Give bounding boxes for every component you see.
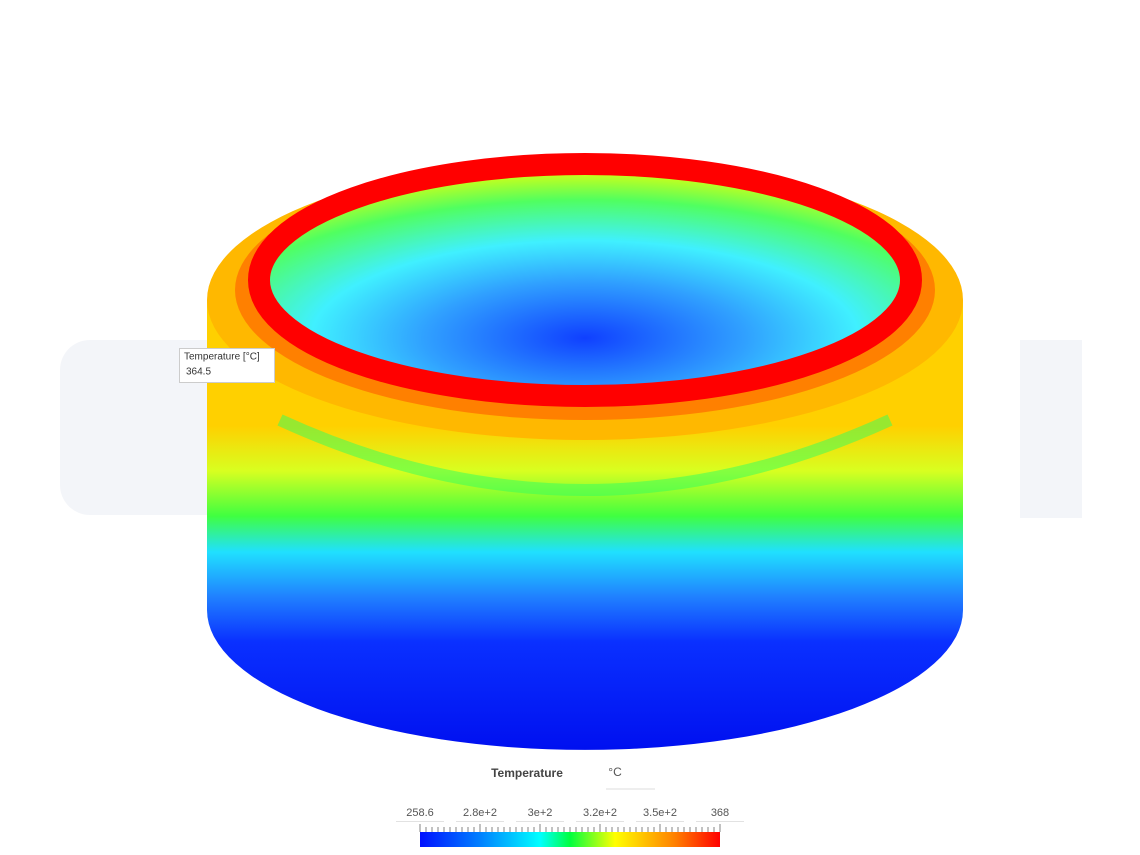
colorbar-tick-label: 3.5e+2 [643, 807, 677, 819]
unit-selector[interactable]: °C [606, 765, 655, 790]
colorbar-tick-label: 368 [711, 807, 729, 819]
probe-tooltip: Temperature [°C] 364.5 [179, 348, 275, 383]
probe-label: Temperature [°C] [184, 352, 260, 363]
probe-value: 364.5 [186, 367, 211, 378]
colorbar-tick-label: 3e+2 [528, 807, 553, 819]
legend-title: Temperature [491, 766, 563, 780]
colorbar [420, 832, 720, 847]
model [207, 153, 963, 750]
colorbar-tick-label: 258.6 [406, 807, 434, 819]
watermark [60, 340, 1082, 518]
legend-unit[interactable]: °C [608, 765, 622, 779]
colorbar-ticks: 258.6 2.8e+2 3e+2 3.2e+2 3.5e+2 368 [396, 807, 744, 832]
colorbar-tick-label: 2.8e+2 [463, 807, 497, 819]
colorbar-tick-label: 3.2e+2 [583, 807, 617, 819]
